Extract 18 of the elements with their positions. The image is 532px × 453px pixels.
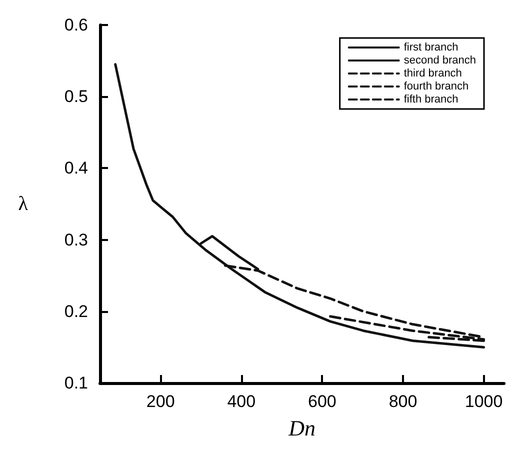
y-tick-label: 0.3 bbox=[64, 230, 88, 250]
x-tick-label: 200 bbox=[146, 392, 175, 411]
legend-label: fifth branch bbox=[404, 94, 458, 106]
legend-label: first branch bbox=[404, 42, 458, 54]
y-tick-label: 0.5 bbox=[64, 87, 88, 106]
y-tick-label: 0.4 bbox=[64, 158, 88, 178]
y-tick-label: 0.6 bbox=[64, 16, 88, 34]
x-tick-label: 1000 bbox=[464, 392, 503, 411]
y-tick-label: 0.2 bbox=[64, 302, 88, 321]
legend-label: third branch bbox=[404, 68, 462, 80]
legend-label: second branch bbox=[404, 54, 476, 66]
y-axis-title: λ bbox=[18, 193, 28, 215]
legend-label: fourth branch bbox=[404, 80, 469, 92]
x-axis-title: Dn bbox=[288, 416, 316, 440]
x-tick-label: 600 bbox=[308, 392, 336, 411]
x-tick-label: 800 bbox=[388, 392, 418, 411]
y-tick-label: 0.1 bbox=[64, 374, 88, 392]
x-tick-label: 400 bbox=[227, 392, 256, 411]
